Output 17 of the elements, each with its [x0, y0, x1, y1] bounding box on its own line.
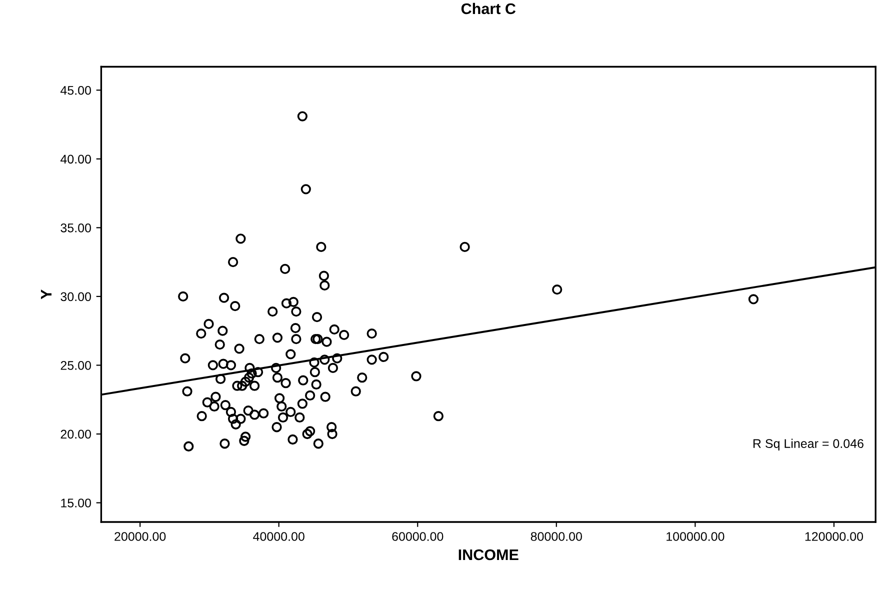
y-tick-label: 20.00 [60, 430, 91, 439]
chart-title: Chart C [461, 2, 516, 14]
x-tick-label: 80000.00 [530, 532, 582, 541]
annotation: R Sq Linear = 0.046 [753, 438, 864, 450]
y-tick-label: 15.00 [61, 498, 91, 508]
y-tick-label: 40.00 [60, 154, 91, 164]
y-tick-label: 25.00 [60, 361, 91, 370]
x-tick-label: 40000.00 [253, 532, 304, 541]
y-axis-title: Y [40, 290, 52, 300]
y-tick-label: 30.00 [60, 292, 91, 302]
y-tick-label: 45.00 [60, 86, 91, 95]
y-tick-label: 35.00 [60, 223, 91, 232]
x-axis-title: INCOME [458, 549, 518, 560]
x-tick-label: 120000.00 [805, 532, 864, 541]
x-tick-label: 20000.00 [114, 532, 166, 541]
x-tick-label: 60000.00 [392, 532, 444, 541]
x-tick-label: 100000.00 [666, 532, 724, 541]
